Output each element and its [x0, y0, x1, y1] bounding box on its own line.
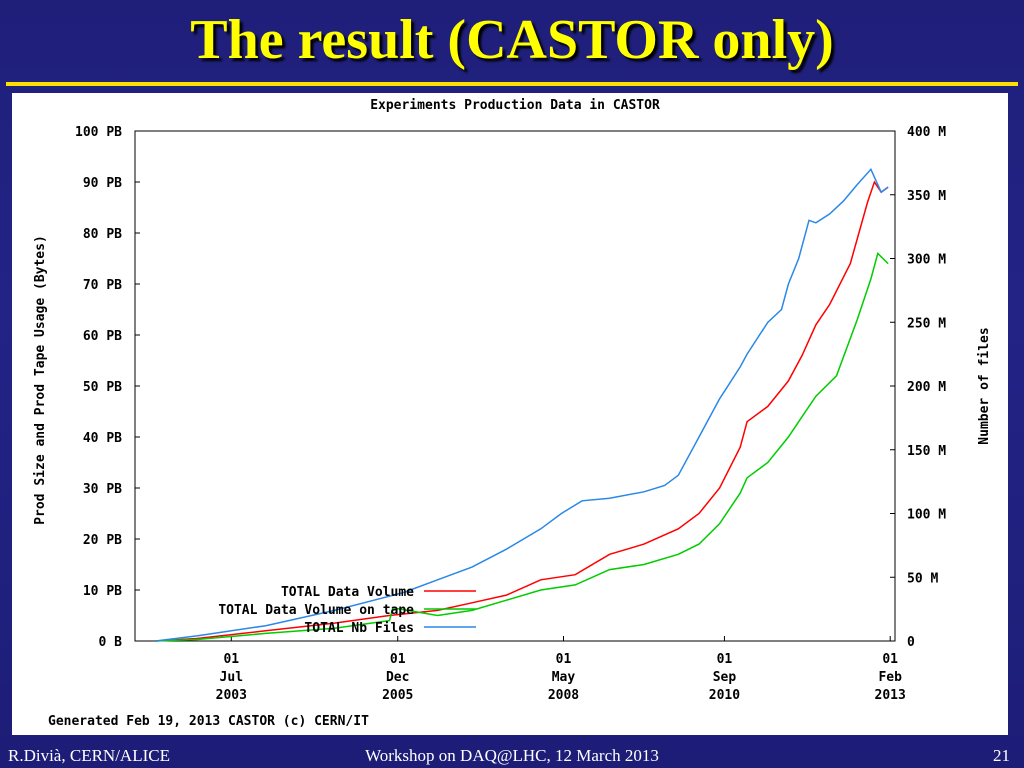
y-tick-label: 60 PB [83, 329, 122, 344]
x-tick-label: 01 Dec 2005 [382, 652, 413, 703]
chart-panel: Experiments Production Data in CASTOR Pr… [12, 93, 1008, 735]
y2-axis-label: Number of files [977, 327, 992, 444]
y-axis-label: Prod Size and Prod Tape Usage (Bytes) [33, 235, 48, 525]
y-tick-label: 90 PB [83, 176, 122, 191]
slide-title: The result (CASTOR only) [0, 4, 1024, 76]
y2-tick-label: 350 M [907, 189, 946, 204]
series-line-3 [156, 169, 889, 641]
y2-tick-label: 250 M [907, 316, 946, 331]
x-tick-label: 01 Feb 2013 [875, 652, 906, 703]
y-tick-label: 20 PB [83, 533, 122, 548]
y-tick-label: 50 PB [83, 380, 122, 395]
series-line-1 [156, 182, 889, 641]
title-divider [6, 82, 1018, 86]
y-tick-label: 70 PB [83, 278, 122, 293]
y2-tick-label: 50 M [907, 571, 938, 586]
plot-area-frame [135, 131, 895, 641]
y2-tick-label: 400 M [907, 125, 946, 140]
castor-production-chart: Experiments Production Data in CASTOR Pr… [12, 93, 1008, 735]
y-tick-label: 80 PB [83, 227, 122, 242]
y-tick-label: 40 PB [83, 431, 122, 446]
page-number: 21 [993, 744, 1010, 768]
y-tick-label: 30 PB [83, 482, 122, 497]
x-tick-label: 01 May 2008 [548, 652, 579, 703]
y-tick-label: 100 PB [75, 125, 122, 140]
y2-tick-label: 150 M [907, 444, 946, 459]
y2-tick-label: 100 M [907, 508, 946, 523]
chart-title: Experiments Production Data in CASTOR [370, 98, 660, 113]
legend-label: TOTAL Data Volume [281, 585, 414, 600]
y-tick-label: 10 PB [83, 584, 122, 599]
footer-event: Workshop on DAQ@LHC, 12 March 2013 [0, 744, 1024, 768]
y2-tick-label: 300 M [907, 253, 946, 268]
y2-tick-label: 0 [907, 635, 915, 650]
x-tick-label: 01 Sep 2010 [709, 652, 740, 703]
chart-footnote: Generated Feb 19, 2013 CASTOR (c) CERN/I… [48, 714, 369, 729]
legend-label: TOTAL Nb Files [304, 621, 414, 636]
y2-tick-label: 200 M [907, 380, 946, 395]
legend-label: TOTAL Data Volume on tape [218, 603, 414, 618]
y-tick-label: 0 B [99, 635, 123, 650]
x-tick-label: 01 Jul 2003 [216, 652, 247, 703]
